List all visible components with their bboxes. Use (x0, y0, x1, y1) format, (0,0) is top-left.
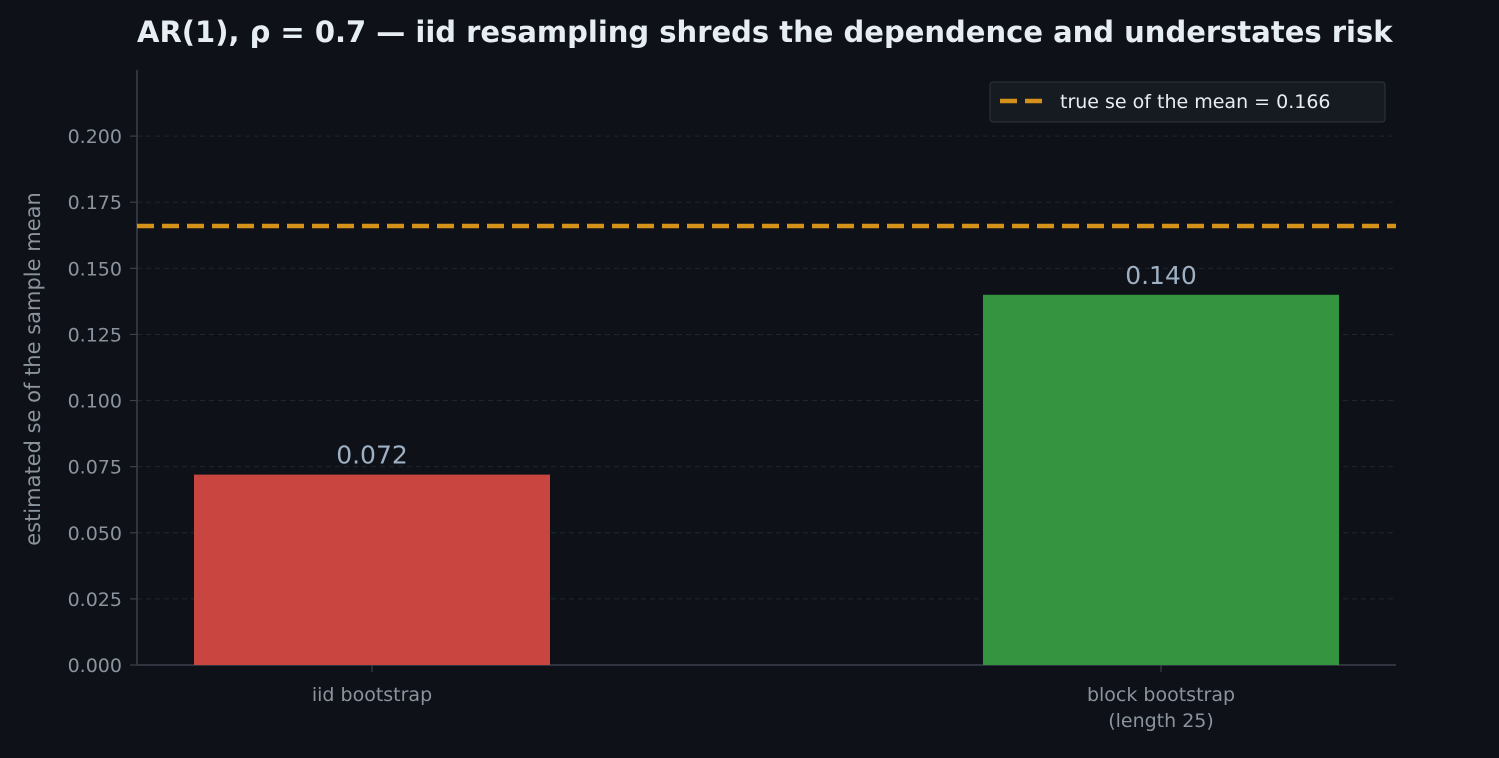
x-tick-label: block bootstrap (1087, 684, 1235, 706)
legend-box (989, 81, 1386, 123)
bar (983, 294, 1339, 665)
bar-value-label: 0.140 (1125, 261, 1197, 290)
y-tick-label: 0.000 (68, 655, 122, 677)
y-tick-label: 0.025 (68, 589, 122, 611)
y-axis-label: estimated se of the sample mean (21, 192, 45, 546)
bars (194, 294, 1339, 665)
chart-title: AR(1), ρ = 0.7 — iid resampling shreds t… (137, 15, 1393, 49)
legend: true se of the mean = 0.166 (989, 81, 1386, 123)
y-tick-label: 0.125 (68, 324, 122, 346)
y-tick-label: 0.100 (68, 391, 122, 413)
y-tick-label: 0.175 (68, 192, 122, 214)
bar (194, 474, 550, 665)
y-tick-label: 0.075 (68, 457, 122, 479)
legend-label: true se of the mean = 0.166 (1060, 91, 1331, 113)
y-tick-label: 0.150 (68, 258, 122, 280)
y-tick-label: 0.050 (68, 523, 122, 545)
x-tick-label: iid bootstrap (312, 684, 432, 706)
axes: 0.000 0.025 0.050 0.075 0.100 0.125 0.150 0.175… (68, 70, 1396, 732)
x-tick-label: (length 25) (1108, 710, 1214, 732)
bar-value-label: 0.072 (336, 441, 408, 470)
y-tick-label: 0.200 (68, 126, 122, 148)
data-labels: 0.072 0.140 (336, 261, 1197, 470)
